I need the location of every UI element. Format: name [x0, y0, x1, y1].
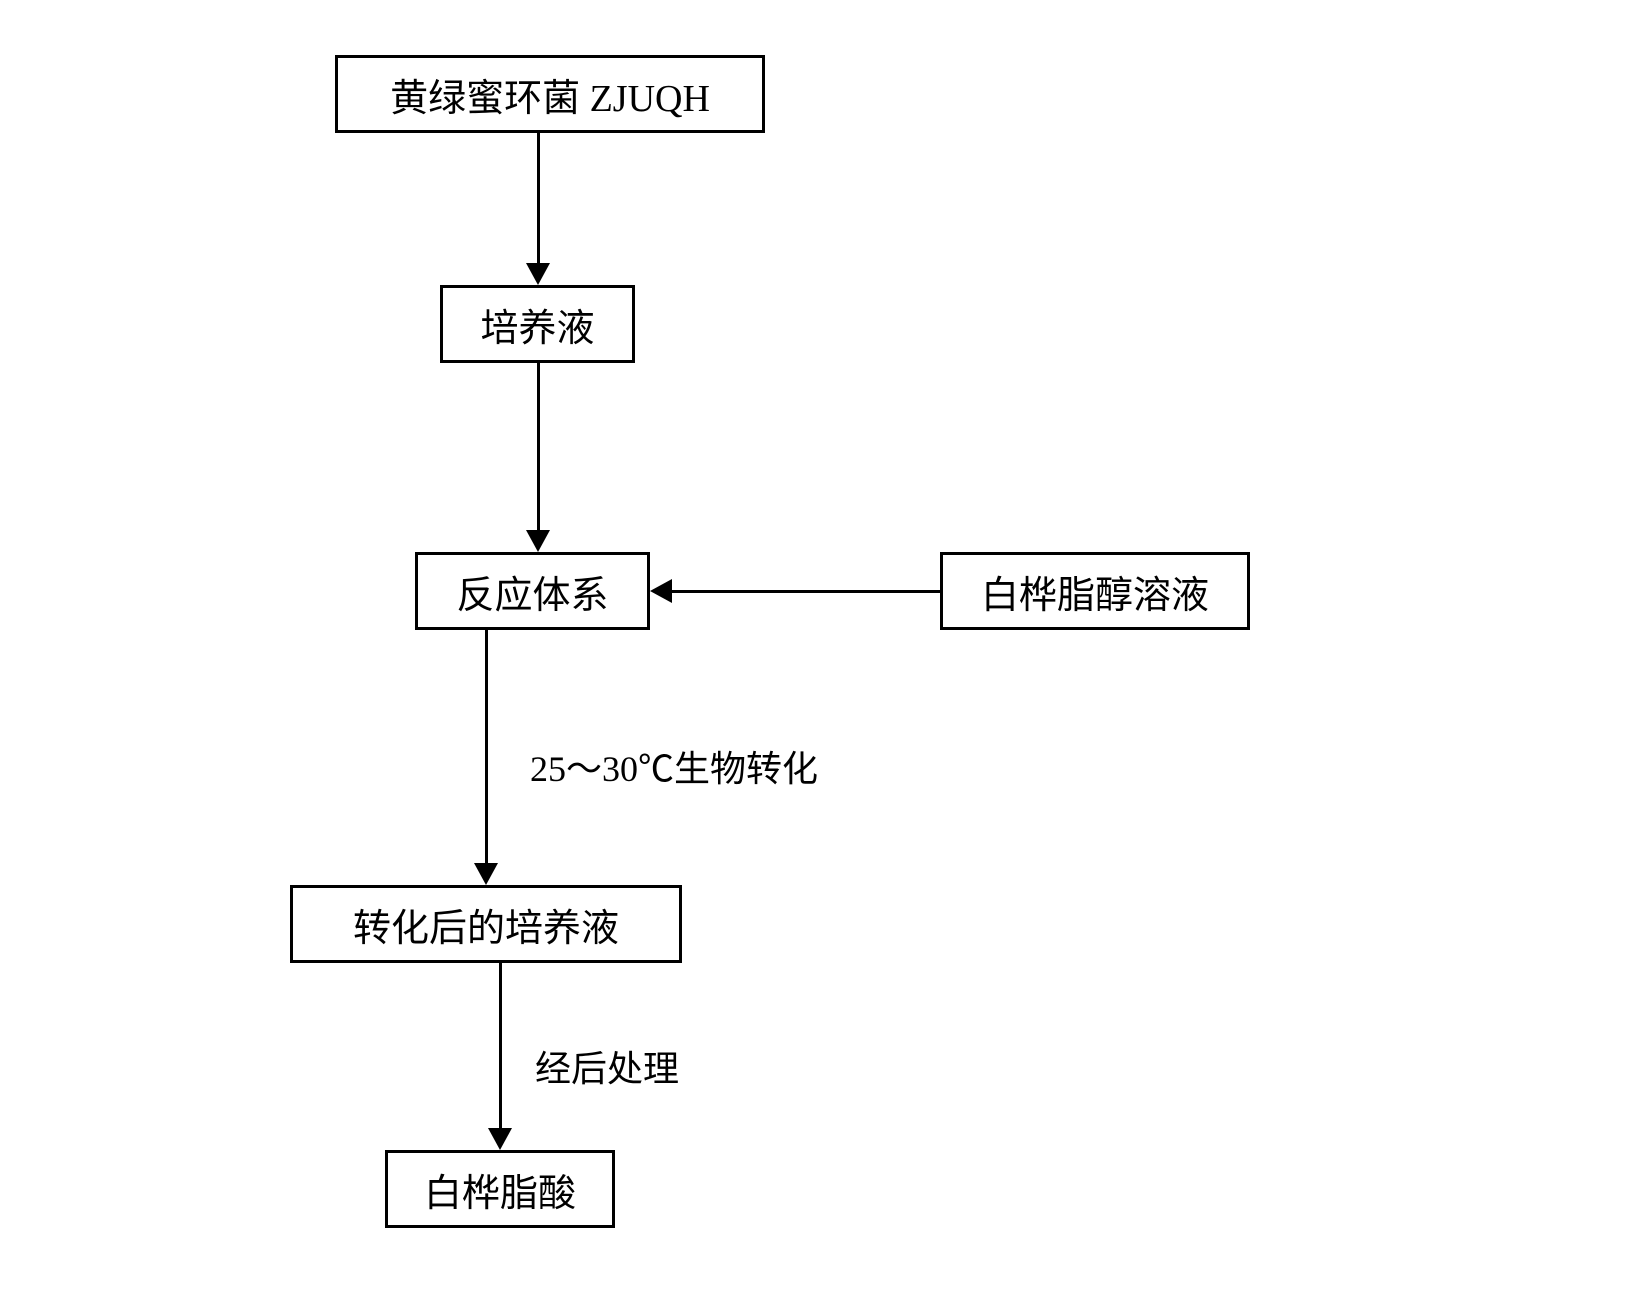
arrow-head-icon: [650, 579, 672, 603]
flowchart-arrow: [537, 133, 540, 265]
flowchart-arrow: [499, 963, 502, 1130]
flowchart-node: 白桦脂醇溶液: [940, 552, 1250, 630]
flowchart-edge-label: 经后处理: [535, 1040, 679, 1092]
flowchart-node: 反应体系: [415, 552, 650, 630]
arrow-head-icon: [488, 1128, 512, 1150]
flowchart-arrow: [670, 590, 940, 593]
arrow-head-icon: [474, 863, 498, 885]
flowchart-node: 黄绿蜜环菌 ZJUQH: [335, 55, 765, 133]
flowchart-node: 转化后的培养液: [290, 885, 682, 963]
flowchart-arrow: [537, 363, 540, 532]
arrow-head-icon: [526, 263, 550, 285]
flowchart-arrow: [485, 630, 488, 865]
flowchart-edge-label: 25～30℃生物转化: [530, 740, 818, 792]
flowchart-node: 培养液: [440, 285, 635, 363]
arrow-head-icon: [526, 530, 550, 552]
flowchart-node: 白桦脂酸: [385, 1150, 615, 1228]
